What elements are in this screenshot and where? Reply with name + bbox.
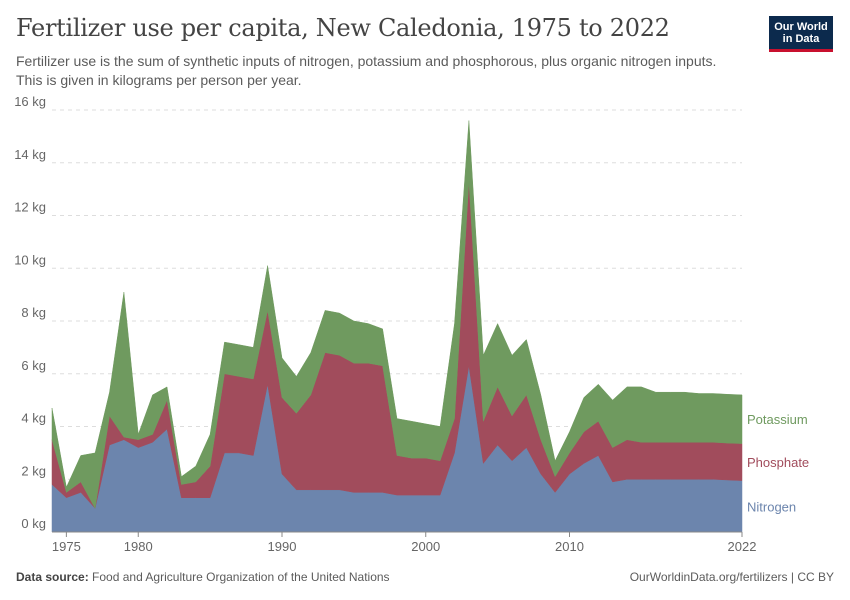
y-tick-label: 14 kg bbox=[14, 147, 46, 162]
y-tick-label: 10 kg bbox=[14, 252, 46, 267]
x-tick-label: 2000 bbox=[411, 539, 440, 554]
x-tick-label: 2010 bbox=[555, 539, 584, 554]
data-source-text: Food and Agriculture Organization of the… bbox=[92, 570, 390, 584]
x-tick-label: 1975 bbox=[52, 539, 81, 554]
x-tick-label: 1980 bbox=[124, 539, 153, 554]
logo-line-2: in Data bbox=[782, 33, 820, 45]
chart-subtitle: Fertilizer use is the sum of synthetic i… bbox=[16, 53, 717, 88]
legend-phosphate: Phosphate bbox=[747, 455, 809, 470]
y-tick-label: 8 kg bbox=[21, 305, 46, 320]
y-tick-label: 16 kg bbox=[14, 94, 46, 109]
y-tick-label: 6 kg bbox=[21, 358, 46, 373]
logo-line-1: Our World bbox=[774, 21, 828, 33]
data-source: Data source: Food and Agriculture Organi… bbox=[16, 570, 390, 584]
legend-potassium: Potassium bbox=[747, 412, 808, 427]
x-tick-label: 2022 bbox=[728, 539, 757, 554]
data-source-label: Data source: bbox=[16, 570, 89, 584]
chart-area[interactable]: 0 kg 2 kg 4 kg 6 kg 8 kg 10 kg 12 kg 14 kg 16 kg… bbox=[0, 0, 850, 560]
chart-title: Fertilizer use per capita, New Caledonia… bbox=[16, 14, 670, 42]
x-tick-label: 1990 bbox=[268, 539, 297, 554]
y-tick-label: 2 kg bbox=[21, 463, 46, 478]
owid-logo[interactable]: Our World in Data bbox=[769, 16, 833, 52]
area-potassium bbox=[51, 120, 743, 510]
credit-link[interactable]: OurWorldinData.org/fertilizers | CC BY bbox=[629, 570, 834, 584]
y-tick-label: 4 kg bbox=[21, 411, 46, 426]
legend-nitrogen: Nitrogen bbox=[747, 499, 796, 514]
y-tick-label: 12 kg bbox=[14, 200, 46, 215]
y-tick-label: 0 kg bbox=[21, 516, 46, 531]
